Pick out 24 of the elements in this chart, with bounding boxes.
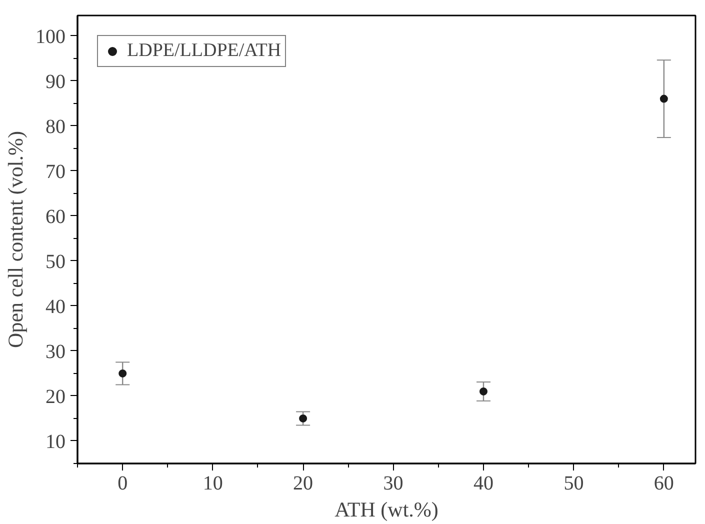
y-axis-title: Open cell content (vol.%)	[4, 131, 28, 348]
x-tick-label: 30	[383, 472, 404, 494]
x-axis-title: ATH (wt.%)	[334, 498, 438, 522]
y-tick-label: 90	[46, 70, 66, 93]
x-tick-label: 20	[293, 472, 314, 494]
y-tick-label: 20	[46, 386, 66, 408]
y-tick-label: 30	[46, 340, 66, 363]
y-tick-label: 100	[36, 26, 66, 48]
x-tick-label: 60	[654, 472, 674, 494]
x-tick-label: 10	[202, 472, 223, 494]
y-tick-label: 50	[46, 250, 66, 273]
y-tick-label: 10	[46, 430, 66, 453]
x-tick-label: 50	[564, 472, 584, 494]
y-tick-label: 70	[46, 160, 66, 183]
point	[479, 387, 488, 396]
x-tick-label: 40	[473, 472, 494, 494]
legend-label: LDPE/LLDPE/ATH	[127, 40, 282, 62]
y-tick-label: 40	[46, 296, 66, 318]
point	[299, 414, 308, 422]
point	[660, 94, 668, 103]
x-tick-label: 0	[118, 472, 128, 494]
y-tick-label: 60	[46, 206, 66, 228]
y-tick-label: 80	[46, 116, 66, 138]
point	[118, 369, 127, 378]
